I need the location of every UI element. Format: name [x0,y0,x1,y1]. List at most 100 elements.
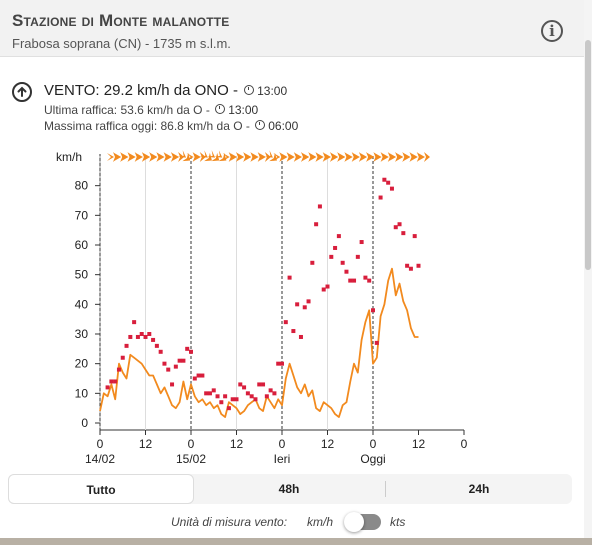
wind-direction-arrow [193,152,206,162]
gust-point [355,254,360,259]
x-tick-label: 0 [461,437,468,451]
gust-point [264,394,269,399]
gust-point [333,245,338,250]
gust-point [261,382,266,387]
gust-point [344,269,349,274]
arrow-icon [418,152,430,162]
gust-point [378,195,383,200]
gust-point [401,231,406,236]
day-label: Oggi [360,452,385,466]
gust-point [397,222,402,227]
gust-point [340,260,345,265]
gust-point [253,397,258,402]
clock-icon [255,120,266,130]
gust-point [185,346,190,351]
gust-point [219,400,224,405]
gust-point [287,275,292,280]
wind-direction-arrow [207,150,220,162]
station-subtitle: Frabosa soprana (CN) - 1735 m s.l.m. [12,36,231,51]
unit-kts-label: kts [390,515,406,529]
arrow-icon [172,152,185,162]
gust-point [143,334,148,339]
gust-point [325,284,330,289]
gust-point [135,334,140,339]
gust-point [310,260,315,265]
tab-24h[interactable]: 24h [468,482,490,496]
x-tick-label: 0 [188,437,195,451]
gust-point [416,263,421,268]
wind-current: VENTO: 29.2 km/h da ONO - 13:00 [44,82,287,99]
y-tick-label: 10 [75,386,89,400]
day-label: Ieri [274,452,291,466]
wind-current-time: 13:00 [257,84,288,98]
gust-point [151,337,156,342]
gust-point [177,358,182,363]
gust-point [314,222,319,227]
scrollbar-track[interactable] [584,0,592,545]
y-tick-label: 20 [75,357,89,371]
gust-point [196,373,201,378]
gust-point [223,394,228,399]
tab-48h[interactable]: 48h [278,482,300,496]
x-tick-label: 0 [370,437,377,451]
gust-point [192,376,197,381]
gust-point [367,278,372,283]
x-tick-label: 12 [139,437,153,451]
y-tick-label: 30 [75,327,89,341]
gust-point [336,234,341,239]
gust-point [359,240,364,245]
info-icon[interactable]: i [541,20,563,42]
x-tick-label: 0 [97,437,104,451]
gust-point [128,334,133,339]
y-tick-label: 40 [75,297,89,311]
gust-point [234,397,239,402]
arrow-icon [193,152,206,162]
scrollbar-thumb[interactable] [585,40,591,270]
gust-point [276,361,281,366]
gust-point [124,343,129,348]
gust-point [230,397,235,402]
gust-point [158,349,163,354]
wind-current-text: VENTO: 29.2 km/h da ONO - [44,82,238,99]
wind-last-gust-text: Ultima raffica: 53.6 km/h da O - [44,103,210,117]
gust-point [329,254,334,259]
gust-point [374,340,379,345]
gust-point [317,204,322,209]
gust-point [389,186,394,191]
gust-point [170,382,175,387]
gust-point [298,334,303,339]
units-label: Unità di misura vento: [171,515,288,529]
gust-point [204,391,209,396]
gust-point [257,382,262,387]
unit-toggle[interactable] [344,512,381,532]
x-tick-label: 12 [321,437,335,451]
x-tick-label: 12 [412,437,426,451]
y-tick-label: 80 [75,179,89,193]
gust-point [215,394,220,399]
gust-point [352,278,357,283]
wind-direction-arrow [264,150,278,162]
clock-icon [215,104,226,114]
gust-point [386,180,391,185]
gust-point [116,367,121,372]
gust-point [245,391,250,396]
wind-max-gust: Massima raffica oggi: 86.8 km/h da O - 0… [44,119,298,133]
gust-point [363,275,368,280]
wind-direction-arrow [107,152,119,162]
gust-point [226,406,231,411]
tab-divider [385,481,386,497]
gust-point [405,263,410,268]
arrow-icon [107,152,119,162]
day-label: 14/02 [85,452,115,466]
y-tick-label: 60 [75,238,89,252]
gust-point [200,373,205,378]
period-tabs: Tutto 48h 24h [8,474,572,504]
gust-point [371,308,375,313]
gust-point [162,361,167,366]
gust-point [408,266,413,271]
gust-point [280,361,284,366]
tab-tutto[interactable]: Tutto [8,474,194,504]
wind-last-gust-time: 13:00 [228,103,259,117]
wind-direction-arrow [172,152,185,162]
